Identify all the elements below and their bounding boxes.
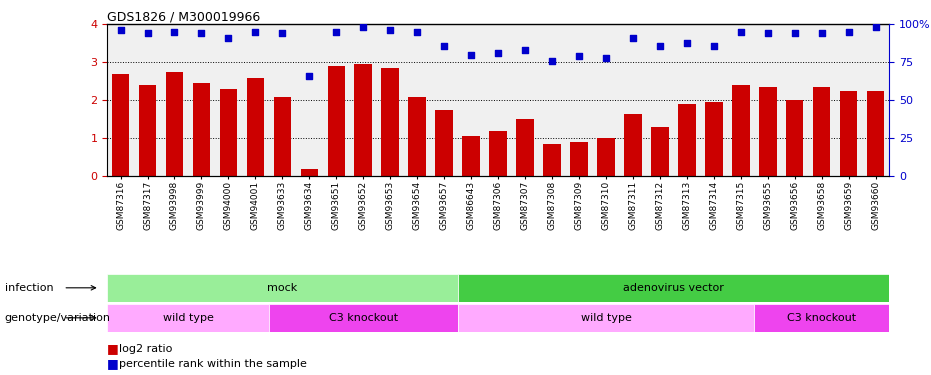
Text: genotype/variation: genotype/variation [5,313,111,323]
Point [329,29,344,35]
Bar [651,127,668,176]
Bar [247,78,264,176]
Point [410,29,425,35]
Point [653,43,668,49]
Bar [107,304,269,332]
Point [815,30,830,36]
Bar [458,274,889,302]
Text: infection: infection [5,283,53,293]
Point [113,27,128,33]
Point [680,40,695,46]
Bar [490,131,506,176]
Text: mock: mock [267,283,298,293]
Bar [813,87,830,176]
Bar [269,304,458,332]
Bar [107,274,458,302]
Text: C3 knockout: C3 knockout [329,313,398,323]
Text: ■: ■ [107,342,123,355]
Point [275,30,290,36]
Point [302,73,317,79]
Bar [409,96,426,176]
Bar [840,91,857,176]
Bar [463,136,479,176]
Bar [193,83,210,176]
Bar [458,304,754,332]
Bar [754,304,889,332]
Text: C3 knockout: C3 knockout [787,313,857,323]
Point [437,43,452,49]
Point [734,29,749,35]
Point [707,43,722,49]
Bar [759,87,776,176]
Bar [544,144,560,176]
Bar [166,72,183,176]
Bar [301,169,318,176]
Point [140,30,155,36]
Bar [705,102,722,176]
Point [761,30,776,36]
Point [599,55,614,61]
Point [788,30,803,36]
Point [356,24,371,30]
Bar [786,100,803,176]
Point [383,27,398,33]
Bar [112,74,129,176]
Text: percentile rank within the sample: percentile rank within the sample [119,359,307,369]
Point [572,53,587,59]
Bar [624,114,641,176]
Bar [517,119,533,176]
Point [167,29,182,35]
Bar [570,142,587,176]
Point [545,58,560,64]
Bar [732,85,749,176]
Text: GDS1826 / M300019966: GDS1826 / M300019966 [107,10,261,23]
Text: wild type: wild type [163,313,213,323]
Text: wild type: wild type [581,313,631,323]
Text: adenovirus vector: adenovirus vector [623,283,723,293]
Bar [355,64,372,176]
Point [248,29,263,35]
Bar [328,66,345,176]
Bar [139,85,156,176]
Text: log2 ratio: log2 ratio [119,344,172,354]
Bar [678,104,695,176]
Bar [382,68,399,176]
Point [194,30,209,36]
Bar [220,89,237,176]
Point [221,35,236,41]
Point [518,47,533,53]
Point [869,24,884,30]
Point [842,29,857,35]
Bar [274,96,291,176]
Point [626,35,641,41]
Point [464,52,479,58]
Bar [436,110,452,176]
Bar [597,138,614,176]
Bar [867,91,884,176]
Point [491,50,506,56]
Text: ■: ■ [107,357,123,370]
